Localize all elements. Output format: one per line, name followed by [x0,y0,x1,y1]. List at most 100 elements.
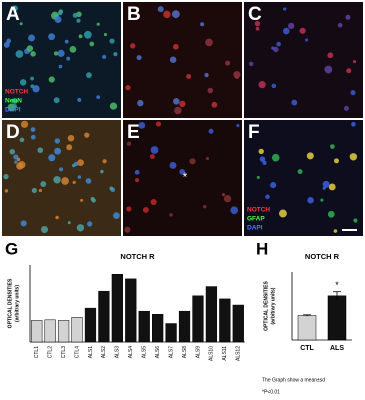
x-tick-label: CTL4 [74,346,80,358]
bar [31,320,43,343]
cell [236,123,240,128]
cell [72,180,76,184]
cell [87,221,93,227]
micrograph [244,2,363,118]
cell [77,159,84,166]
x-tick-label: ALS5 [142,346,148,358]
bar [178,310,191,343]
y-axis-label: (arbitrary units) [14,285,20,322]
cell [16,157,21,162]
bar [165,323,177,343]
cell [256,175,260,180]
cell [69,45,77,53]
cell [130,43,136,49]
cell [136,55,142,61]
cell [328,183,336,191]
x-tick-label: ALS1 [88,346,94,358]
cell [350,90,356,96]
bar [98,290,110,343]
panel-mark: * [183,170,188,184]
cell [103,33,108,37]
y-axis-label: OPTICAL DENSITIES [263,281,269,331]
cell [53,97,60,104]
cell [200,22,205,27]
note: The Graph show a mean±sd [262,377,325,383]
micrograph [2,120,121,236]
panel-legend: NOTCH [5,89,28,96]
cell [353,218,358,223]
cell [211,101,218,108]
cell [3,173,9,180]
cell [40,226,49,234]
cell [125,85,131,91]
panel-label: F [248,122,260,143]
cell [157,6,164,13]
cell [259,156,266,162]
cell [19,137,25,143]
bar [152,314,164,343]
cell [113,212,120,219]
bar [327,295,347,341]
x-tick-label: ALS8 [182,346,188,358]
cell [134,169,140,175]
cell [37,147,44,154]
cell [282,27,290,35]
cell [96,22,100,26]
cell [124,226,131,233]
cell [337,22,343,28]
panel-label: C [248,4,262,25]
x-tick-label: ALS6 [155,346,161,358]
panel-legend: DAPI [5,107,21,114]
cell [86,72,92,79]
cell [83,30,92,39]
cell [276,41,281,47]
cell [306,152,314,160]
panel-legend: NOTCH [247,207,270,214]
cell [80,198,84,202]
cell [57,49,65,57]
cell [283,7,287,11]
cell [48,154,56,162]
cell [225,60,231,66]
cell [271,46,275,50]
cell [205,156,210,161]
cell [55,215,59,220]
cell [113,52,118,57]
x-tick-label: CTL2 [47,346,53,358]
cell [349,153,358,161]
bar [297,315,317,341]
cell [54,138,61,144]
cell [221,193,225,197]
cell [270,182,277,189]
cell [142,207,149,213]
cell [67,134,75,142]
cell [72,12,78,18]
bar [44,319,56,343]
micrograph [123,2,242,118]
cell [53,51,59,56]
cell [20,220,27,227]
cell [54,16,62,23]
cell [327,210,335,218]
x-tick-label: ALS [330,345,344,352]
x-tick-label: CTL [300,345,314,352]
cell [254,20,261,27]
cell [13,154,19,160]
cell [278,209,287,218]
x-tick-label: ALS2 [101,346,107,358]
cell [265,194,270,200]
cell [307,197,314,204]
x-tick-label: CTL1 [34,346,40,358]
cell [28,34,36,42]
cell [53,176,61,184]
cell [288,22,295,30]
cell [189,158,196,165]
note: *P<0.01 [262,389,280,395]
cell [57,10,63,16]
cell [58,64,63,69]
cell [9,148,16,155]
cell [208,128,214,134]
cell [171,10,180,19]
cell [137,99,144,107]
